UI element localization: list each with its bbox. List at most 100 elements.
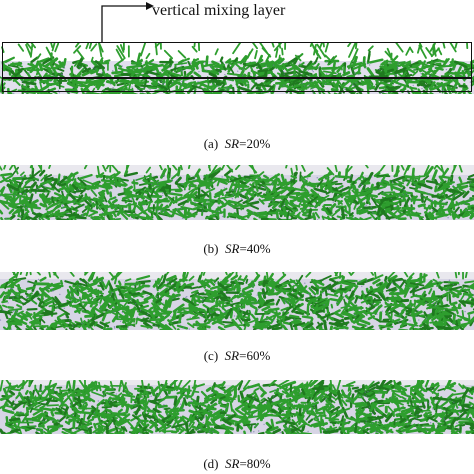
matrix-speck (163, 82, 165, 84)
fiber-mark (464, 272, 468, 279)
fiber-mark (191, 425, 199, 430)
fiber-mark (191, 384, 198, 397)
fiber-mark (239, 55, 248, 65)
matrix-speck (232, 194, 235, 196)
fiber-mark (393, 418, 396, 426)
matrix-speck (69, 300, 72, 302)
matrix-speck (176, 209, 179, 211)
fiber-mark (351, 189, 356, 194)
fiber-mark (281, 307, 292, 317)
fiber-mark (23, 78, 37, 82)
fiber-mark (275, 413, 288, 417)
fiber-mark (356, 425, 368, 432)
fiber-mark (193, 80, 207, 86)
fiber-mark (400, 392, 410, 398)
fiber-mark (197, 42, 201, 52)
fiber-mark (105, 165, 110, 170)
fiber-mark (134, 419, 141, 430)
fiber-mark (8, 204, 18, 210)
panel-b-image (0, 165, 474, 220)
fiber-mark (469, 187, 474, 192)
fiber-mark (58, 415, 66, 423)
fiber-mark (143, 417, 147, 429)
fiber-mark (87, 186, 96, 190)
fiber-mark (256, 83, 272, 88)
fiber-mark (241, 408, 252, 412)
fiber-mark (367, 315, 375, 320)
fiber-mark (45, 192, 50, 198)
fiber-mark (358, 171, 364, 181)
fiber-mark (254, 49, 258, 60)
fiber-mark (130, 79, 141, 87)
fiber-mark (41, 197, 48, 208)
fiber-mark (338, 421, 350, 425)
fiber-mark (375, 203, 386, 213)
fiber-mark (420, 69, 432, 79)
matrix-speck (17, 295, 19, 298)
fiber-mark (137, 200, 146, 206)
fiber-mark (97, 424, 106, 432)
fiber-mark (399, 310, 405, 317)
fiber-mark (2, 387, 10, 400)
fiber-mark (293, 392, 308, 398)
matrix-speck (25, 92, 27, 94)
fiber-mark (331, 384, 337, 392)
fiber-mark (311, 89, 316, 94)
fiber-mark (255, 191, 259, 197)
fiber-mark (160, 309, 173, 314)
matrix-speck (308, 190, 310, 193)
fiber-mark (160, 168, 167, 179)
fiber-mark (442, 58, 449, 66)
fiber-mark (38, 57, 50, 63)
matrix-speck (111, 292, 113, 294)
fiber-mark (151, 302, 157, 308)
caption-value: =20% (239, 136, 271, 151)
fiber-mark (402, 175, 409, 183)
fiber-mark (367, 45, 374, 52)
fiber-mark (450, 430, 460, 434)
fiber-mark (230, 301, 241, 306)
fiber-mark (401, 278, 408, 285)
fiber-mark (224, 168, 233, 177)
fiber-mark (32, 394, 42, 403)
fiber-mark (134, 404, 142, 416)
fiber-mark (365, 287, 370, 294)
matrix-speck (370, 176, 373, 178)
fiber-mark (54, 63, 62, 69)
fiber-mark (177, 50, 187, 59)
matrix-speck (92, 67, 94, 69)
fiber-mark (251, 297, 261, 305)
fiber-mark (164, 299, 172, 312)
fiber-mark (350, 272, 355, 276)
fiber-mark (104, 87, 120, 92)
fiber-mark (414, 286, 427, 292)
fiber-mark (95, 276, 99, 282)
fiber-mark (136, 300, 149, 306)
matrix-speck (434, 305, 437, 307)
fiber-mark (170, 172, 179, 180)
fiber-mark (297, 414, 305, 426)
fiber-mark (229, 177, 242, 183)
fiber-mark (232, 86, 235, 94)
matrix-speck (429, 422, 432, 424)
matrix-speck (398, 321, 400, 323)
fiber-mark (9, 387, 21, 392)
fiber-mark (258, 321, 271, 326)
fiber-mark (349, 400, 355, 405)
matrix-speck (14, 309, 16, 312)
matrix-speck (81, 322, 83, 325)
fiber-mark (127, 301, 135, 304)
fiber-mark (200, 272, 204, 277)
matrix-speck (10, 329, 13, 330)
fiber-mark (308, 80, 317, 88)
fiber-mark (238, 326, 243, 330)
fiber-mark (207, 403, 218, 409)
matrix-speck (273, 288, 275, 290)
matrix-speck (230, 79, 233, 81)
fiber-mark (375, 70, 388, 79)
fiber-mark (95, 431, 104, 434)
fiber-mark (153, 297, 157, 306)
fiber-mark (412, 327, 416, 330)
fiber-mark (29, 63, 40, 74)
fiber-mark (101, 192, 105, 200)
